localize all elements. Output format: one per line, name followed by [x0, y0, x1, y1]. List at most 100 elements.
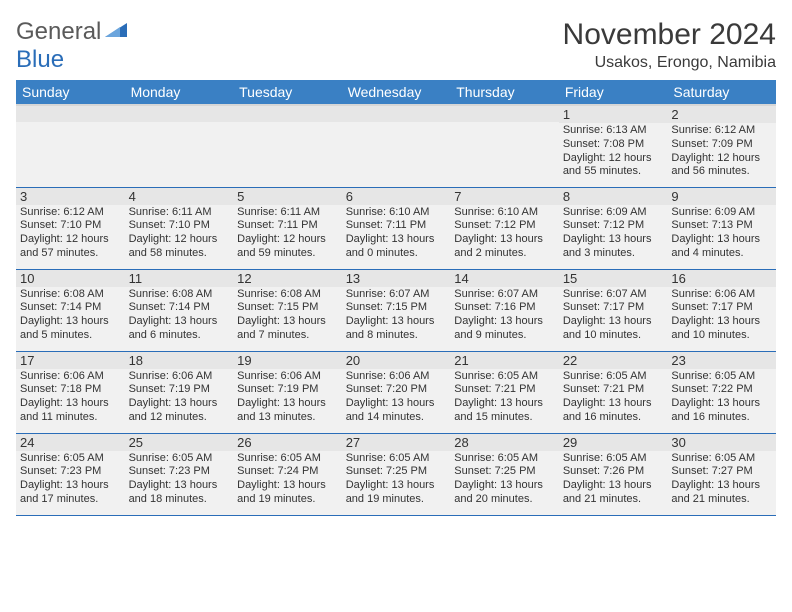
header: GeneralBlue November 2024 Usakos, Erongo…: [16, 18, 776, 74]
day-info: Sunrise: 6:05 AMSunset: 7:23 PMDaylight:…: [20, 452, 121, 507]
calendar-day-cell: 7Sunrise: 6:10 AMSunset: 7:12 PMDaylight…: [450, 187, 559, 269]
day-info: Sunrise: 6:12 AMSunset: 7:10 PMDaylight:…: [20, 206, 121, 261]
day-info: Sunrise: 6:09 AMSunset: 7:12 PMDaylight:…: [563, 206, 664, 261]
day-number: 29: [559, 434, 668, 451]
day-info: Sunrise: 6:05 AMSunset: 7:21 PMDaylight:…: [563, 370, 664, 425]
day-info: Sunrise: 6:10 AMSunset: 7:11 PMDaylight:…: [346, 206, 447, 261]
day-info: Sunrise: 6:05 AMSunset: 7:24 PMDaylight:…: [237, 452, 338, 507]
calendar-week-row: 24Sunrise: 6:05 AMSunset: 7:23 PMDayligh…: [16, 433, 776, 515]
calendar-page: GeneralBlue November 2024 Usakos, Erongo…: [0, 0, 792, 528]
calendar-day-cell: 13Sunrise: 6:07 AMSunset: 7:15 PMDayligh…: [342, 269, 451, 351]
calendar-day-cell: 9Sunrise: 6:09 AMSunset: 7:13 PMDaylight…: [667, 187, 776, 269]
day-number: 23: [667, 352, 776, 369]
logo-triangle-icon: [103, 21, 129, 44]
day-number: 7: [450, 188, 559, 205]
calendar-week-row: 1Sunrise: 6:13 AMSunset: 7:08 PMDaylight…: [16, 105, 776, 187]
calendar-day-cell: 14Sunrise: 6:07 AMSunset: 7:16 PMDayligh…: [450, 269, 559, 351]
calendar-week-row: 10Sunrise: 6:08 AMSunset: 7:14 PMDayligh…: [16, 269, 776, 351]
empty-day: [342, 106, 451, 122]
day-number: 13: [342, 270, 451, 287]
logo-text-2: Blue: [16, 46, 64, 73]
weekday-header: Friday: [559, 80, 668, 105]
calendar-day-cell: 8Sunrise: 6:09 AMSunset: 7:12 PMDaylight…: [559, 187, 668, 269]
day-number: 6: [342, 188, 451, 205]
empty-day: [450, 106, 559, 122]
calendar-day-cell: 19Sunrise: 6:06 AMSunset: 7:19 PMDayligh…: [233, 351, 342, 433]
calendar-day-cell: 11Sunrise: 6:08 AMSunset: 7:14 PMDayligh…: [125, 269, 234, 351]
empty-day: [233, 106, 342, 122]
weekday-header: Tuesday: [233, 80, 342, 105]
day-info: Sunrise: 6:07 AMSunset: 7:17 PMDaylight:…: [563, 288, 664, 343]
day-info: Sunrise: 6:05 AMSunset: 7:22 PMDaylight:…: [671, 370, 772, 425]
day-number: 24: [16, 434, 125, 451]
day-info: Sunrise: 6:07 AMSunset: 7:16 PMDaylight:…: [454, 288, 555, 343]
calendar-day-cell: 30Sunrise: 6:05 AMSunset: 7:27 PMDayligh…: [667, 433, 776, 515]
day-info: Sunrise: 6:05 AMSunset: 7:25 PMDaylight:…: [346, 452, 447, 507]
day-info: Sunrise: 6:05 AMSunset: 7:23 PMDaylight:…: [129, 452, 230, 507]
day-number: 18: [125, 352, 234, 369]
day-number: 16: [667, 270, 776, 287]
day-number: 4: [125, 188, 234, 205]
day-number: 1: [559, 106, 668, 123]
day-number: 17: [16, 352, 125, 369]
title-block: November 2024 Usakos, Erongo, Namibia: [563, 18, 776, 72]
calendar-day-cell: [450, 105, 559, 187]
day-info: Sunrise: 6:05 AMSunset: 7:27 PMDaylight:…: [671, 452, 772, 507]
day-number: 5: [233, 188, 342, 205]
day-number: 11: [125, 270, 234, 287]
day-number: 12: [233, 270, 342, 287]
calendar-day-cell: [125, 105, 234, 187]
day-number: 25: [125, 434, 234, 451]
weekday-header: Monday: [125, 80, 234, 105]
empty-day: [16, 106, 125, 122]
day-info: Sunrise: 6:13 AMSunset: 7:08 PMDaylight:…: [563, 124, 664, 179]
day-info: Sunrise: 6:06 AMSunset: 7:19 PMDaylight:…: [237, 370, 338, 425]
day-number: 10: [16, 270, 125, 287]
day-number: 3: [16, 188, 125, 205]
calendar-day-cell: 4Sunrise: 6:11 AMSunset: 7:10 PMDaylight…: [125, 187, 234, 269]
weekday-header: Wednesday: [342, 80, 451, 105]
calendar-day-cell: 20Sunrise: 6:06 AMSunset: 7:20 PMDayligh…: [342, 351, 451, 433]
day-info: Sunrise: 6:06 AMSunset: 7:17 PMDaylight:…: [671, 288, 772, 343]
calendar-day-cell: 17Sunrise: 6:06 AMSunset: 7:18 PMDayligh…: [16, 351, 125, 433]
calendar-day-cell: 2Sunrise: 6:12 AMSunset: 7:09 PMDaylight…: [667, 105, 776, 187]
location: Usakos, Erongo, Namibia: [563, 54, 776, 72]
day-info: Sunrise: 6:11 AMSunset: 7:11 PMDaylight:…: [237, 206, 338, 261]
day-info: Sunrise: 6:10 AMSunset: 7:12 PMDaylight:…: [454, 206, 555, 261]
day-number: 27: [342, 434, 451, 451]
calendar-day-cell: 16Sunrise: 6:06 AMSunset: 7:17 PMDayligh…: [667, 269, 776, 351]
calendar-day-cell: 23Sunrise: 6:05 AMSunset: 7:22 PMDayligh…: [667, 351, 776, 433]
weekday-header-row: Sunday Monday Tuesday Wednesday Thursday…: [16, 80, 776, 105]
calendar-day-cell: [342, 105, 451, 187]
calendar-day-cell: 3Sunrise: 6:12 AMSunset: 7:10 PMDaylight…: [16, 187, 125, 269]
calendar-day-cell: 29Sunrise: 6:05 AMSunset: 7:26 PMDayligh…: [559, 433, 668, 515]
day-info: Sunrise: 6:06 AMSunset: 7:18 PMDaylight:…: [20, 370, 121, 425]
calendar-day-cell: 26Sunrise: 6:05 AMSunset: 7:24 PMDayligh…: [233, 433, 342, 515]
day-info: Sunrise: 6:07 AMSunset: 7:15 PMDaylight:…: [346, 288, 447, 343]
calendar-week-row: 3Sunrise: 6:12 AMSunset: 7:10 PMDaylight…: [16, 187, 776, 269]
weekday-header: Sunday: [16, 80, 125, 105]
day-info: Sunrise: 6:08 AMSunset: 7:14 PMDaylight:…: [129, 288, 230, 343]
day-number: 30: [667, 434, 776, 451]
calendar-table: Sunday Monday Tuesday Wednesday Thursday…: [16, 80, 776, 516]
weekday-header: Saturday: [667, 80, 776, 105]
calendar-day-cell: 21Sunrise: 6:05 AMSunset: 7:21 PMDayligh…: [450, 351, 559, 433]
calendar-day-cell: 15Sunrise: 6:07 AMSunset: 7:17 PMDayligh…: [559, 269, 668, 351]
day-number: 8: [559, 188, 668, 205]
day-info: Sunrise: 6:06 AMSunset: 7:20 PMDaylight:…: [346, 370, 447, 425]
day-number: 14: [450, 270, 559, 287]
day-info: Sunrise: 6:12 AMSunset: 7:09 PMDaylight:…: [671, 124, 772, 179]
month-title: November 2024: [563, 18, 776, 52]
day-number: 20: [342, 352, 451, 369]
calendar-day-cell: 6Sunrise: 6:10 AMSunset: 7:11 PMDaylight…: [342, 187, 451, 269]
day-info: Sunrise: 6:08 AMSunset: 7:15 PMDaylight:…: [237, 288, 338, 343]
calendar-day-cell: 12Sunrise: 6:08 AMSunset: 7:15 PMDayligh…: [233, 269, 342, 351]
calendar-day-cell: 24Sunrise: 6:05 AMSunset: 7:23 PMDayligh…: [16, 433, 125, 515]
calendar-day-cell: 27Sunrise: 6:05 AMSunset: 7:25 PMDayligh…: [342, 433, 451, 515]
day-info: Sunrise: 6:06 AMSunset: 7:19 PMDaylight:…: [129, 370, 230, 425]
calendar-day-cell: 5Sunrise: 6:11 AMSunset: 7:11 PMDaylight…: [233, 187, 342, 269]
logo-text-1: General: [16, 18, 101, 45]
day-info: Sunrise: 6:05 AMSunset: 7:26 PMDaylight:…: [563, 452, 664, 507]
calendar-day-cell: 1Sunrise: 6:13 AMSunset: 7:08 PMDaylight…: [559, 105, 668, 187]
weekday-header: Thursday: [450, 80, 559, 105]
